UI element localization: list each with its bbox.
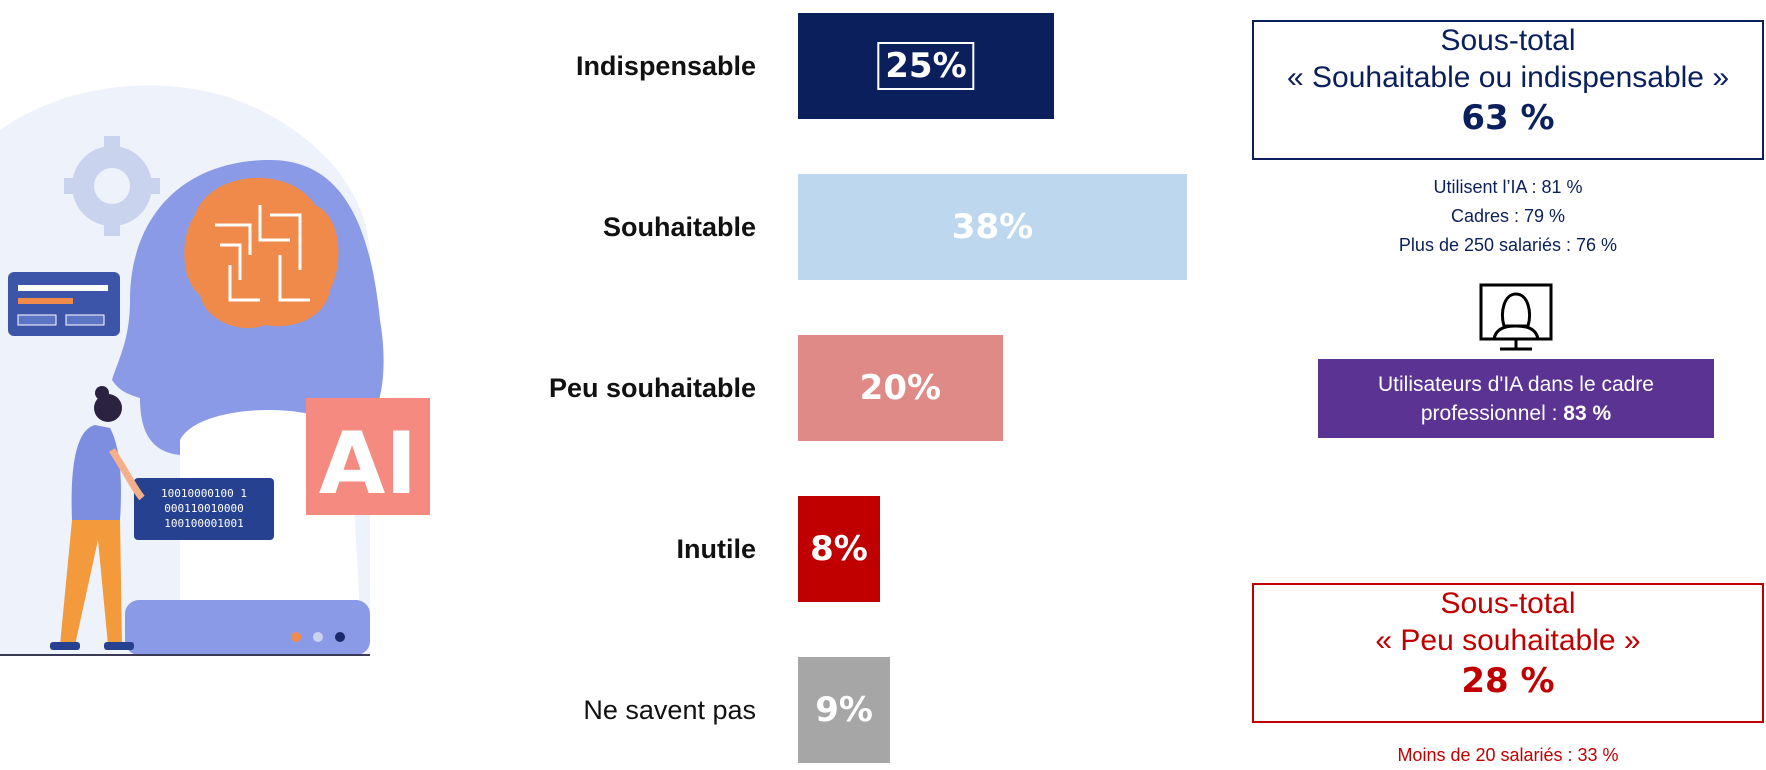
subtotal-negative-label: « Peu souhaitable » [1375, 624, 1641, 657]
bar [798, 335, 1003, 441]
subtotal-positive-value: 63 % [1461, 98, 1555, 138]
bar [798, 496, 880, 602]
bar-value-label: 9% [815, 690, 873, 730]
svg-text:AI: AI [319, 414, 418, 514]
subtotal-negative-details: Moins de 20 salariés : 33 % [1252, 741, 1764, 770]
user-at-monitor-icon [1479, 283, 1553, 351]
subtotal-positive-details: Utilisent l’IA : 81 % Cadres : 79 % Plus… [1252, 173, 1764, 260]
bar-value-label: 38% [951, 207, 1034, 247]
ai-badge: AI [306, 398, 430, 515]
svg-text:100100001001: 100100001001 [164, 517, 243, 530]
bar-value-label: 25% [877, 42, 975, 90]
ai-users-box: Utilisateurs d'IA dans le cadre professi… [1318, 359, 1714, 438]
subtotal-negative-value: 28 % [1461, 661, 1555, 701]
category-label: Souhaitable [602, 212, 756, 242]
detail-line: Cadres : 79 % [1450, 206, 1566, 226]
ai-head-illustration: AI 10010000100 1 000110010000 1001000010… [0, 85, 430, 656]
bar [798, 13, 1054, 119]
bar-value-label: 8% [810, 529, 868, 569]
svg-text:10010000100 1: 10010000100 1 [161, 487, 247, 500]
category-label: Inutile [676, 534, 757, 564]
ai-users-value: 83 % [1563, 402, 1612, 425]
ai-users-text: Utilisateurs d'IA dans le cadre professi… [1378, 373, 1654, 425]
detail-line: Utilisent l’IA : 81 % [1433, 177, 1583, 197]
binary-screen: 10010000100 1 000110010000 100100001001 [134, 478, 274, 540]
bar-value-label: 20% [859, 368, 942, 408]
circuit-lines [215, 205, 310, 302]
subtotal-positive-box: Sous-total « Souhaitable ou indispensabl… [1252, 20, 1764, 160]
category-label: Peu souhaitable [548, 373, 756, 403]
person-figure [50, 386, 145, 650]
category-label: Ne savent pas [583, 695, 756, 725]
subtotal-positive-title: Sous-total [1440, 24, 1576, 57]
subtotal-negative-box: Sous-total « Peu souhaitable » 28 % [1252, 583, 1764, 723]
detail-line: Moins de 20 salariés : 33 % [1397, 745, 1619, 765]
svg-text:000110010000: 000110010000 [164, 502, 243, 515]
bar [798, 174, 1187, 280]
subtotal-negative-title: Sous-total [1440, 587, 1576, 620]
bar [798, 657, 891, 763]
category-label: Indispensable [575, 51, 756, 81]
detail-line: Plus de 250 salariés : 76 % [1398, 235, 1618, 255]
pedestal-base [125, 600, 370, 655]
subtotal-positive-label: « Souhaitable ou indispensable » [1286, 61, 1730, 94]
